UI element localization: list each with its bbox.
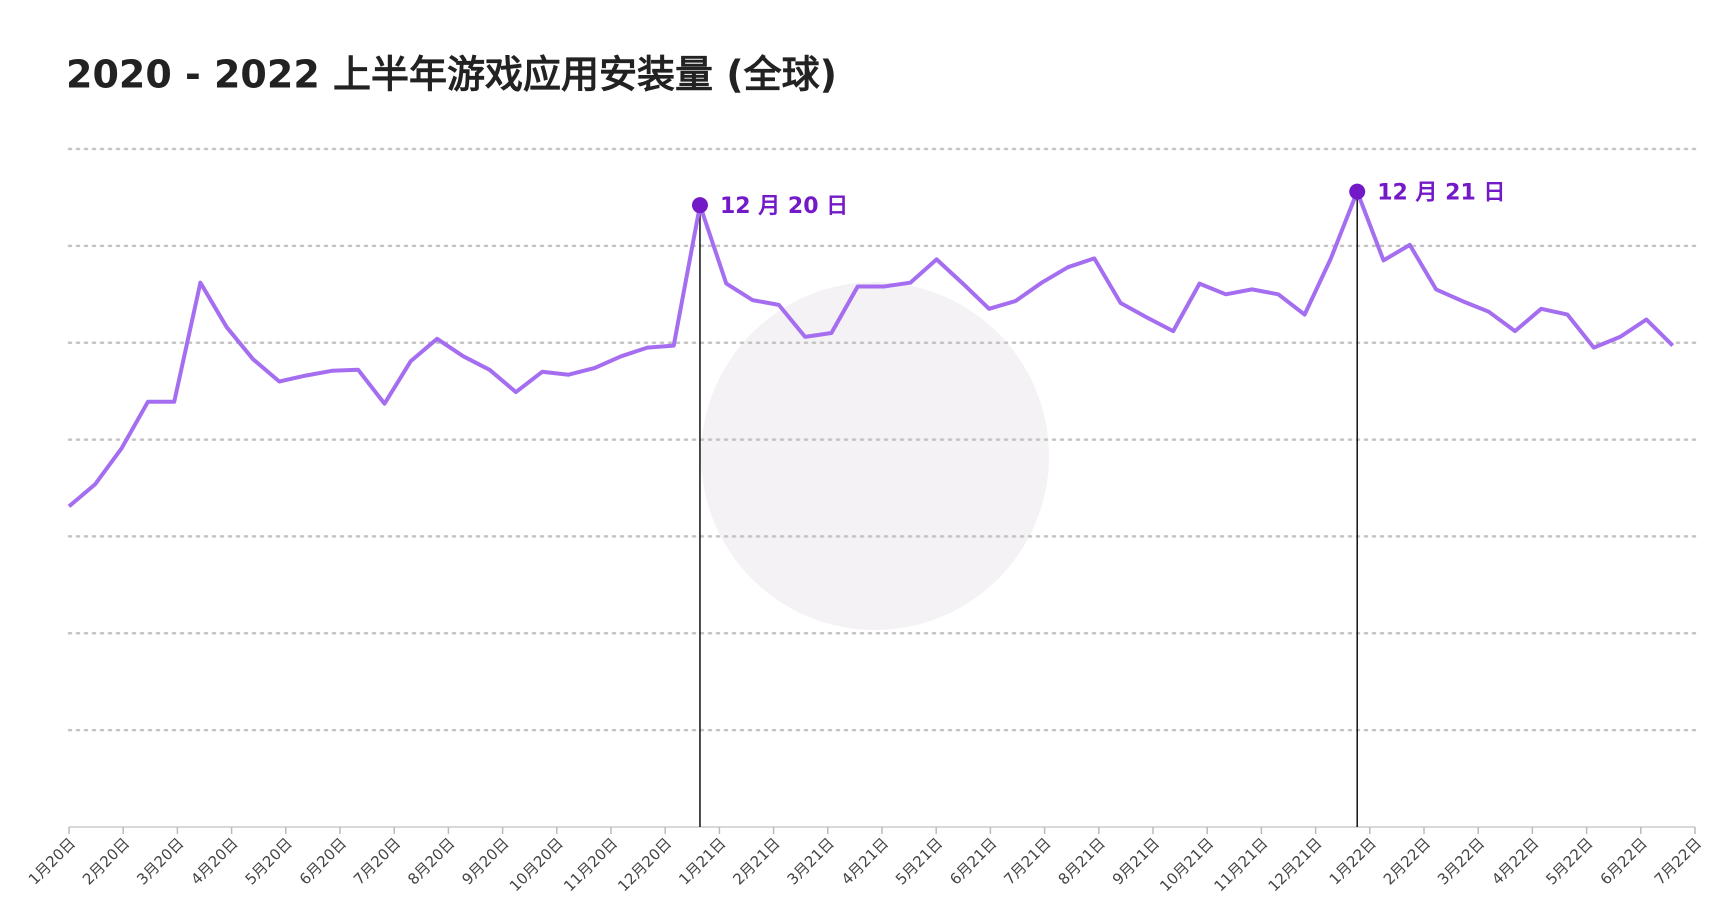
watermark bbox=[701, 282, 1049, 630]
annotation-marker bbox=[691, 197, 708, 214]
x-tick-label: 4月21日 bbox=[838, 834, 892, 888]
x-tick-label: 1月21日 bbox=[675, 834, 729, 888]
x-tick-label: 3月20日 bbox=[133, 834, 187, 888]
x-tick-label: 7月21日 bbox=[1000, 834, 1054, 888]
x-tick-label: 5月20日 bbox=[242, 834, 296, 888]
x-tick-label: 7月22日 bbox=[1651, 834, 1705, 888]
x-tick-label: 8月21日 bbox=[1055, 834, 1109, 888]
x-tick-label: 7月20日 bbox=[350, 834, 404, 888]
x-tick-label: 8月20日 bbox=[404, 834, 458, 888]
x-tick-label: 9月20日 bbox=[458, 834, 512, 888]
x-tick-label: 5月22日 bbox=[1542, 834, 1596, 888]
x-tick-label: 11月20日 bbox=[560, 834, 621, 895]
x-tick-label: 1月22日 bbox=[1326, 834, 1380, 888]
annotation-label: 12 月 21 日 bbox=[1377, 181, 1505, 206]
x-tick-label: 9月21日 bbox=[1109, 834, 1163, 888]
x-tick-label: 3月22日 bbox=[1434, 834, 1488, 888]
x-tick-label: 2月22日 bbox=[1380, 834, 1434, 888]
line-series bbox=[67, 189, 1675, 508]
x-tick-label: 6月20日 bbox=[296, 834, 350, 888]
x-tick-label: 2月21日 bbox=[729, 834, 783, 888]
x-tick-label: 12月21日 bbox=[1265, 834, 1326, 895]
x-tick-label: 10月20日 bbox=[506, 834, 567, 895]
x-tick-label: 1月20日 bbox=[25, 834, 79, 888]
chart-title: 2020 - 2022 上半年游戏应用安装量 (全球) bbox=[66, 53, 837, 97]
x-tick-label: 12月20日 bbox=[614, 834, 675, 895]
x-tick-label: 5月21日 bbox=[892, 834, 946, 888]
x-tick-label: 2月20日 bbox=[79, 834, 133, 888]
x-tick-label: 6月21日 bbox=[946, 834, 1000, 888]
x-tick-label: 4月20日 bbox=[187, 834, 241, 888]
x-tick-label: 11月21日 bbox=[1210, 834, 1271, 895]
annotation-label: 12 月 20 日 bbox=[720, 194, 848, 219]
x-tick-label: 10月21日 bbox=[1156, 834, 1217, 895]
annotation-marker bbox=[1349, 183, 1366, 200]
x-tick-label: 6月22日 bbox=[1597, 834, 1651, 888]
x-tick-label: 4月22日 bbox=[1488, 834, 1542, 888]
x-tick-label: 3月21日 bbox=[784, 834, 838, 888]
